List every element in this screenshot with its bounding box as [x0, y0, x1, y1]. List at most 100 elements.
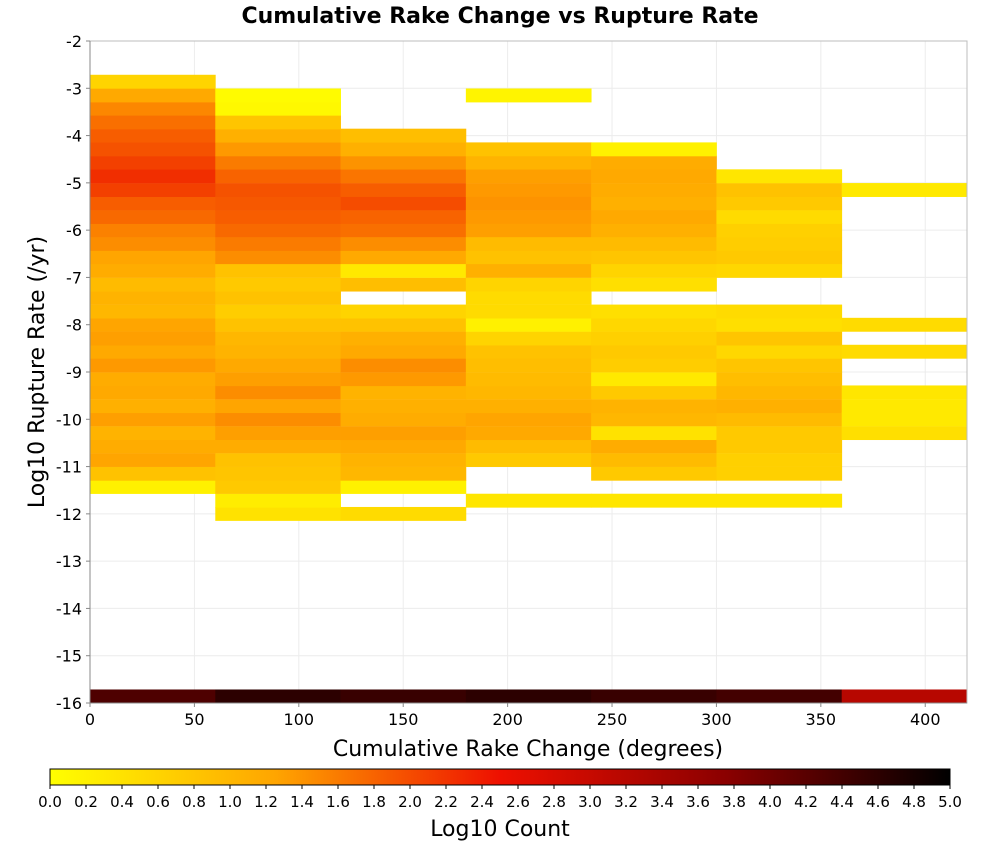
heatmap-cell	[90, 426, 216, 441]
heatmap-cell	[465, 169, 592, 184]
x-tick-label: 350	[806, 710, 837, 729]
heatmap-cell	[90, 155, 216, 170]
heatmap-cell	[215, 169, 341, 184]
heatmap-cell	[340, 399, 467, 414]
heatmap-cell	[716, 210, 843, 224]
heatmap-cell	[215, 304, 341, 319]
heatmap-cell	[215, 493, 341, 508]
y-tick-label: -9	[66, 363, 82, 382]
heatmap-cell	[90, 183, 216, 197]
heatmap-cell	[591, 142, 717, 157]
heatmap-cell	[215, 236, 341, 251]
heatmap-cell	[465, 183, 592, 197]
heatmap-cell	[215, 290, 341, 305]
heatmap-cell	[340, 210, 467, 224]
heatmap-cell	[465, 142, 592, 157]
heatmap-cell	[841, 689, 968, 704]
colorbar-tick-label: 0.4	[110, 793, 134, 811]
heatmap-cell	[340, 128, 467, 143]
heatmap-cell	[591, 183, 717, 197]
heatmap-cell	[215, 358, 341, 373]
colorbar-tick-label: 3.4	[650, 793, 674, 811]
heatmap-cell	[215, 196, 341, 211]
colorbar-tick-label: 0.6	[146, 793, 170, 811]
colorbar-tick-label: 0.2	[74, 793, 98, 811]
heatmap-cell	[591, 236, 717, 251]
heatmap-cell	[465, 88, 592, 103]
colorbar-tick-label: 2.4	[470, 793, 494, 811]
x-axis-label: Cumulative Rake Change (degrees)	[333, 737, 723, 762]
chart-title: Cumulative Rake Change vs Rupture Rate	[241, 4, 758, 29]
heatmap-cell	[215, 689, 341, 704]
heatmap-cell	[465, 372, 592, 387]
heatmap-cell	[591, 277, 717, 292]
heatmap-cell	[465, 493, 592, 508]
heatmap-cell	[465, 317, 592, 332]
y-tick-label: -5	[66, 174, 82, 193]
heatmap-cell	[465, 439, 592, 454]
heatmap-cell	[716, 372, 843, 387]
colorbar-tick-label: 1.4	[290, 793, 314, 811]
heatmap-cell	[841, 426, 968, 441]
colorbar-tick-label: 0.0	[38, 793, 62, 811]
heatmap-cell	[215, 426, 341, 441]
heatmap-cell	[465, 196, 592, 211]
colorbar-tick-label: 1.2	[254, 793, 278, 811]
colorbar	[49, 768, 951, 786]
colorbar-tick-label: 4.4	[830, 793, 854, 811]
heatmap-cell	[340, 142, 467, 157]
y-tick-label: -3	[66, 79, 82, 98]
heatmap-cell	[90, 331, 216, 346]
heatmap-cell	[591, 223, 717, 238]
x-tick-label: 0	[85, 710, 95, 729]
heatmap-cell	[90, 250, 216, 265]
heatmap-cell	[716, 412, 843, 427]
colorbar-ticks: 0.0 0.2 0.4 0.6 0.8 1.0 1.2 1.4 1.6 1.8 2.0 2.2 2.4 2…	[38, 785, 962, 811]
colorbar-tick-label: 4.8	[902, 793, 926, 811]
heatmap-cell	[716, 344, 843, 359]
heatmap-cell	[340, 412, 467, 427]
heatmap-cell	[215, 453, 341, 467]
y-tick-label: -6	[66, 221, 82, 240]
heatmap-cell	[465, 399, 592, 414]
colorbar-tick-label: 1.0	[218, 793, 242, 811]
y-tick-label: -2	[66, 32, 82, 51]
heatmap-cell	[340, 439, 467, 454]
heatmap-cell	[716, 493, 843, 508]
colorbar-tick-label: 1.8	[362, 793, 386, 811]
heatmap-cell	[340, 304, 467, 319]
heatmap-cell	[716, 317, 843, 332]
heatmap-cell	[465, 155, 592, 170]
colorbar-tick-label: 3.2	[614, 793, 638, 811]
heatmap-cell	[90, 263, 216, 278]
heatmap-cell	[841, 183, 968, 197]
heatmap-cell	[90, 304, 216, 319]
colorbar-tick-label: 5.0	[938, 793, 962, 811]
heatmap-cell	[591, 399, 717, 414]
heatmap-cell	[340, 453, 467, 467]
heatmap-cell	[340, 169, 467, 184]
heatmap-cell	[215, 88, 341, 103]
heatmap-cell	[340, 250, 467, 265]
heatmap-cell	[340, 372, 467, 387]
heatmap-cell	[716, 358, 843, 373]
heatmap-cell	[90, 128, 216, 143]
heatmap-cell	[340, 263, 467, 278]
colorbar-tick-label: 0.8	[182, 793, 206, 811]
heatmap-cell	[465, 250, 592, 265]
heatmap-cell	[591, 466, 717, 481]
heatmap-cell	[340, 277, 467, 292]
heatmap-cell	[215, 115, 341, 130]
heatmap-cell	[716, 453, 843, 467]
y-tick-label: -15	[56, 647, 82, 666]
heatmap-cell	[465, 236, 592, 251]
heatmap-cell	[716, 250, 843, 265]
heatmap-cell	[90, 480, 216, 494]
heatmap-cell	[215, 506, 341, 521]
heatmap-cell	[591, 358, 717, 373]
heatmap-cell	[591, 196, 717, 211]
heatmap-cell	[591, 263, 717, 278]
heatmap-cell	[591, 210, 717, 224]
heatmap-cell	[591, 169, 717, 184]
